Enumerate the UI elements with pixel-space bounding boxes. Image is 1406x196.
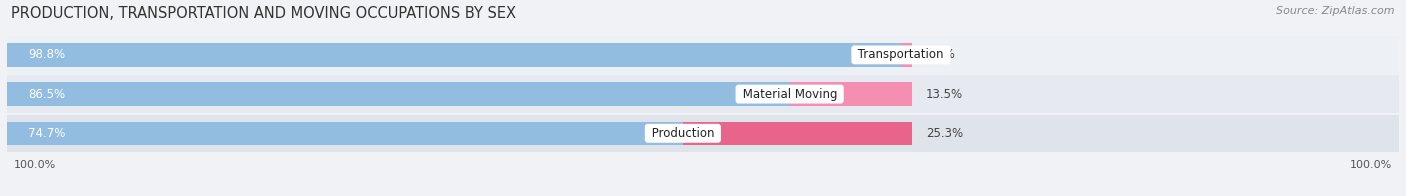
- Text: Production: Production: [648, 127, 718, 140]
- Text: 98.8%: 98.8%: [28, 48, 65, 61]
- Text: 100.0%: 100.0%: [14, 160, 56, 170]
- Text: 100.0%: 100.0%: [1350, 160, 1392, 170]
- Bar: [7, 82, 790, 106]
- Text: 13.5%: 13.5%: [925, 88, 963, 101]
- Bar: [683, 122, 912, 145]
- Text: 86.5%: 86.5%: [28, 88, 65, 101]
- Bar: [790, 82, 912, 106]
- Text: Source: ZipAtlas.com: Source: ZipAtlas.com: [1277, 6, 1395, 16]
- Text: 1.2%: 1.2%: [925, 48, 956, 61]
- Bar: [7, 75, 1399, 113]
- Bar: [901, 43, 912, 67]
- Bar: [7, 36, 1399, 74]
- Bar: [7, 43, 901, 67]
- Text: Transportation: Transportation: [855, 48, 948, 61]
- Text: PRODUCTION, TRANSPORTATION AND MOVING OCCUPATIONS BY SEX: PRODUCTION, TRANSPORTATION AND MOVING OC…: [11, 6, 516, 21]
- Text: Material Moving: Material Moving: [738, 88, 841, 101]
- Bar: [7, 122, 683, 145]
- Text: 25.3%: 25.3%: [925, 127, 963, 140]
- Text: 74.7%: 74.7%: [28, 127, 65, 140]
- Bar: [7, 115, 1399, 152]
